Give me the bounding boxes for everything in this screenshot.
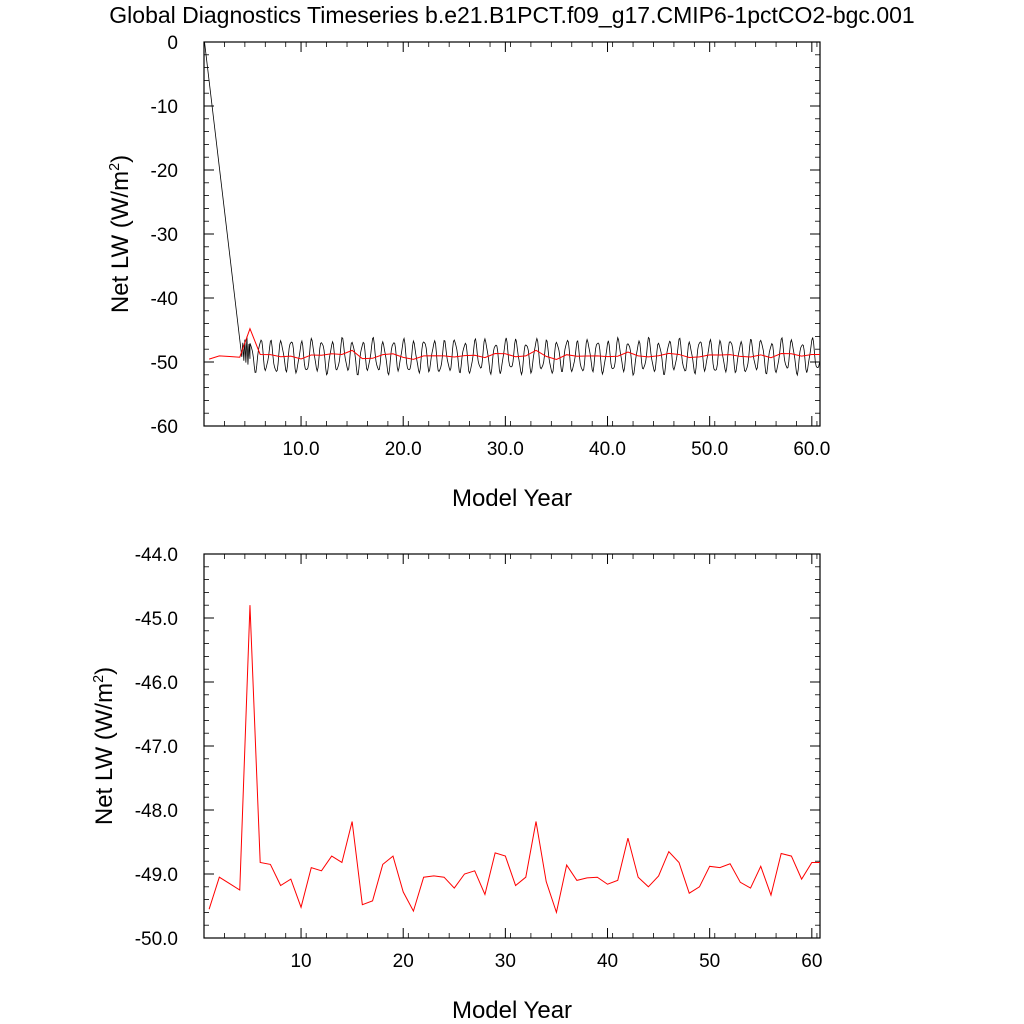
x-tick-label: 60 bbox=[801, 951, 822, 972]
series-line-annual bbox=[208, 327, 820, 360]
x-tick-label: 20.0 bbox=[385, 439, 422, 460]
plot-frame bbox=[203, 41, 821, 427]
x-tick-label: 40.0 bbox=[589, 439, 626, 460]
top-panel: 10.0 20.0 30.0 40.0 50.0 60.0 0 -10 -20 -30 -40 -50… bbox=[107, 33, 830, 512]
y-tick-label: -50 bbox=[151, 353, 178, 374]
x-tick-label: 30.0 bbox=[487, 439, 524, 460]
x-tick-label: 10 bbox=[290, 951, 311, 972]
y-axis-label: Net LW (W/m2) bbox=[91, 667, 118, 825]
y-tick-label: -50.0 bbox=[135, 929, 178, 950]
y-tick-label: -30 bbox=[151, 225, 178, 246]
x-axis-label: Model Year bbox=[452, 997, 572, 1024]
y-tick-label: -47.0 bbox=[135, 737, 178, 758]
y-axis-label: Net LW (W/m2) bbox=[107, 155, 134, 313]
x-tick-label: 10.0 bbox=[283, 439, 320, 460]
plot-frame bbox=[203, 553, 821, 939]
x-tick-label: 40 bbox=[597, 951, 618, 972]
y-tick-label: -20 bbox=[151, 161, 178, 182]
x-tick-label: 60.0 bbox=[793, 439, 830, 460]
series-line-monthly bbox=[204, 42, 820, 377]
bottom-panel: 10 20 30 40 50 60 -44.0 -45.0 -46.0 -47.0 -48.0 -49… bbox=[91, 545, 822, 1024]
page-title: Global Diagnostics Timeseries b.e21.B1PC… bbox=[109, 2, 915, 28]
y-tick-label: 0 bbox=[167, 33, 178, 54]
y-tick-label: -46.0 bbox=[135, 673, 178, 694]
y-tick-label: -10 bbox=[151, 97, 178, 118]
y-tick-label: -48.0 bbox=[135, 801, 178, 822]
y-tick-label: -49.0 bbox=[135, 865, 178, 886]
y-tick-label: -60 bbox=[151, 417, 178, 438]
series-line-annual bbox=[208, 605, 820, 915]
y-tick-label: -45.0 bbox=[135, 609, 178, 630]
x-tick-label: 30 bbox=[495, 951, 516, 972]
y-tick-label: -40 bbox=[151, 289, 178, 310]
x-tick-label: 50.0 bbox=[691, 439, 728, 460]
y-tick-label: -44.0 bbox=[135, 545, 178, 566]
x-tick-label: 50 bbox=[699, 951, 720, 972]
x-axis-label: Model Year bbox=[452, 485, 572, 512]
x-tick-label: 20 bbox=[393, 951, 414, 972]
